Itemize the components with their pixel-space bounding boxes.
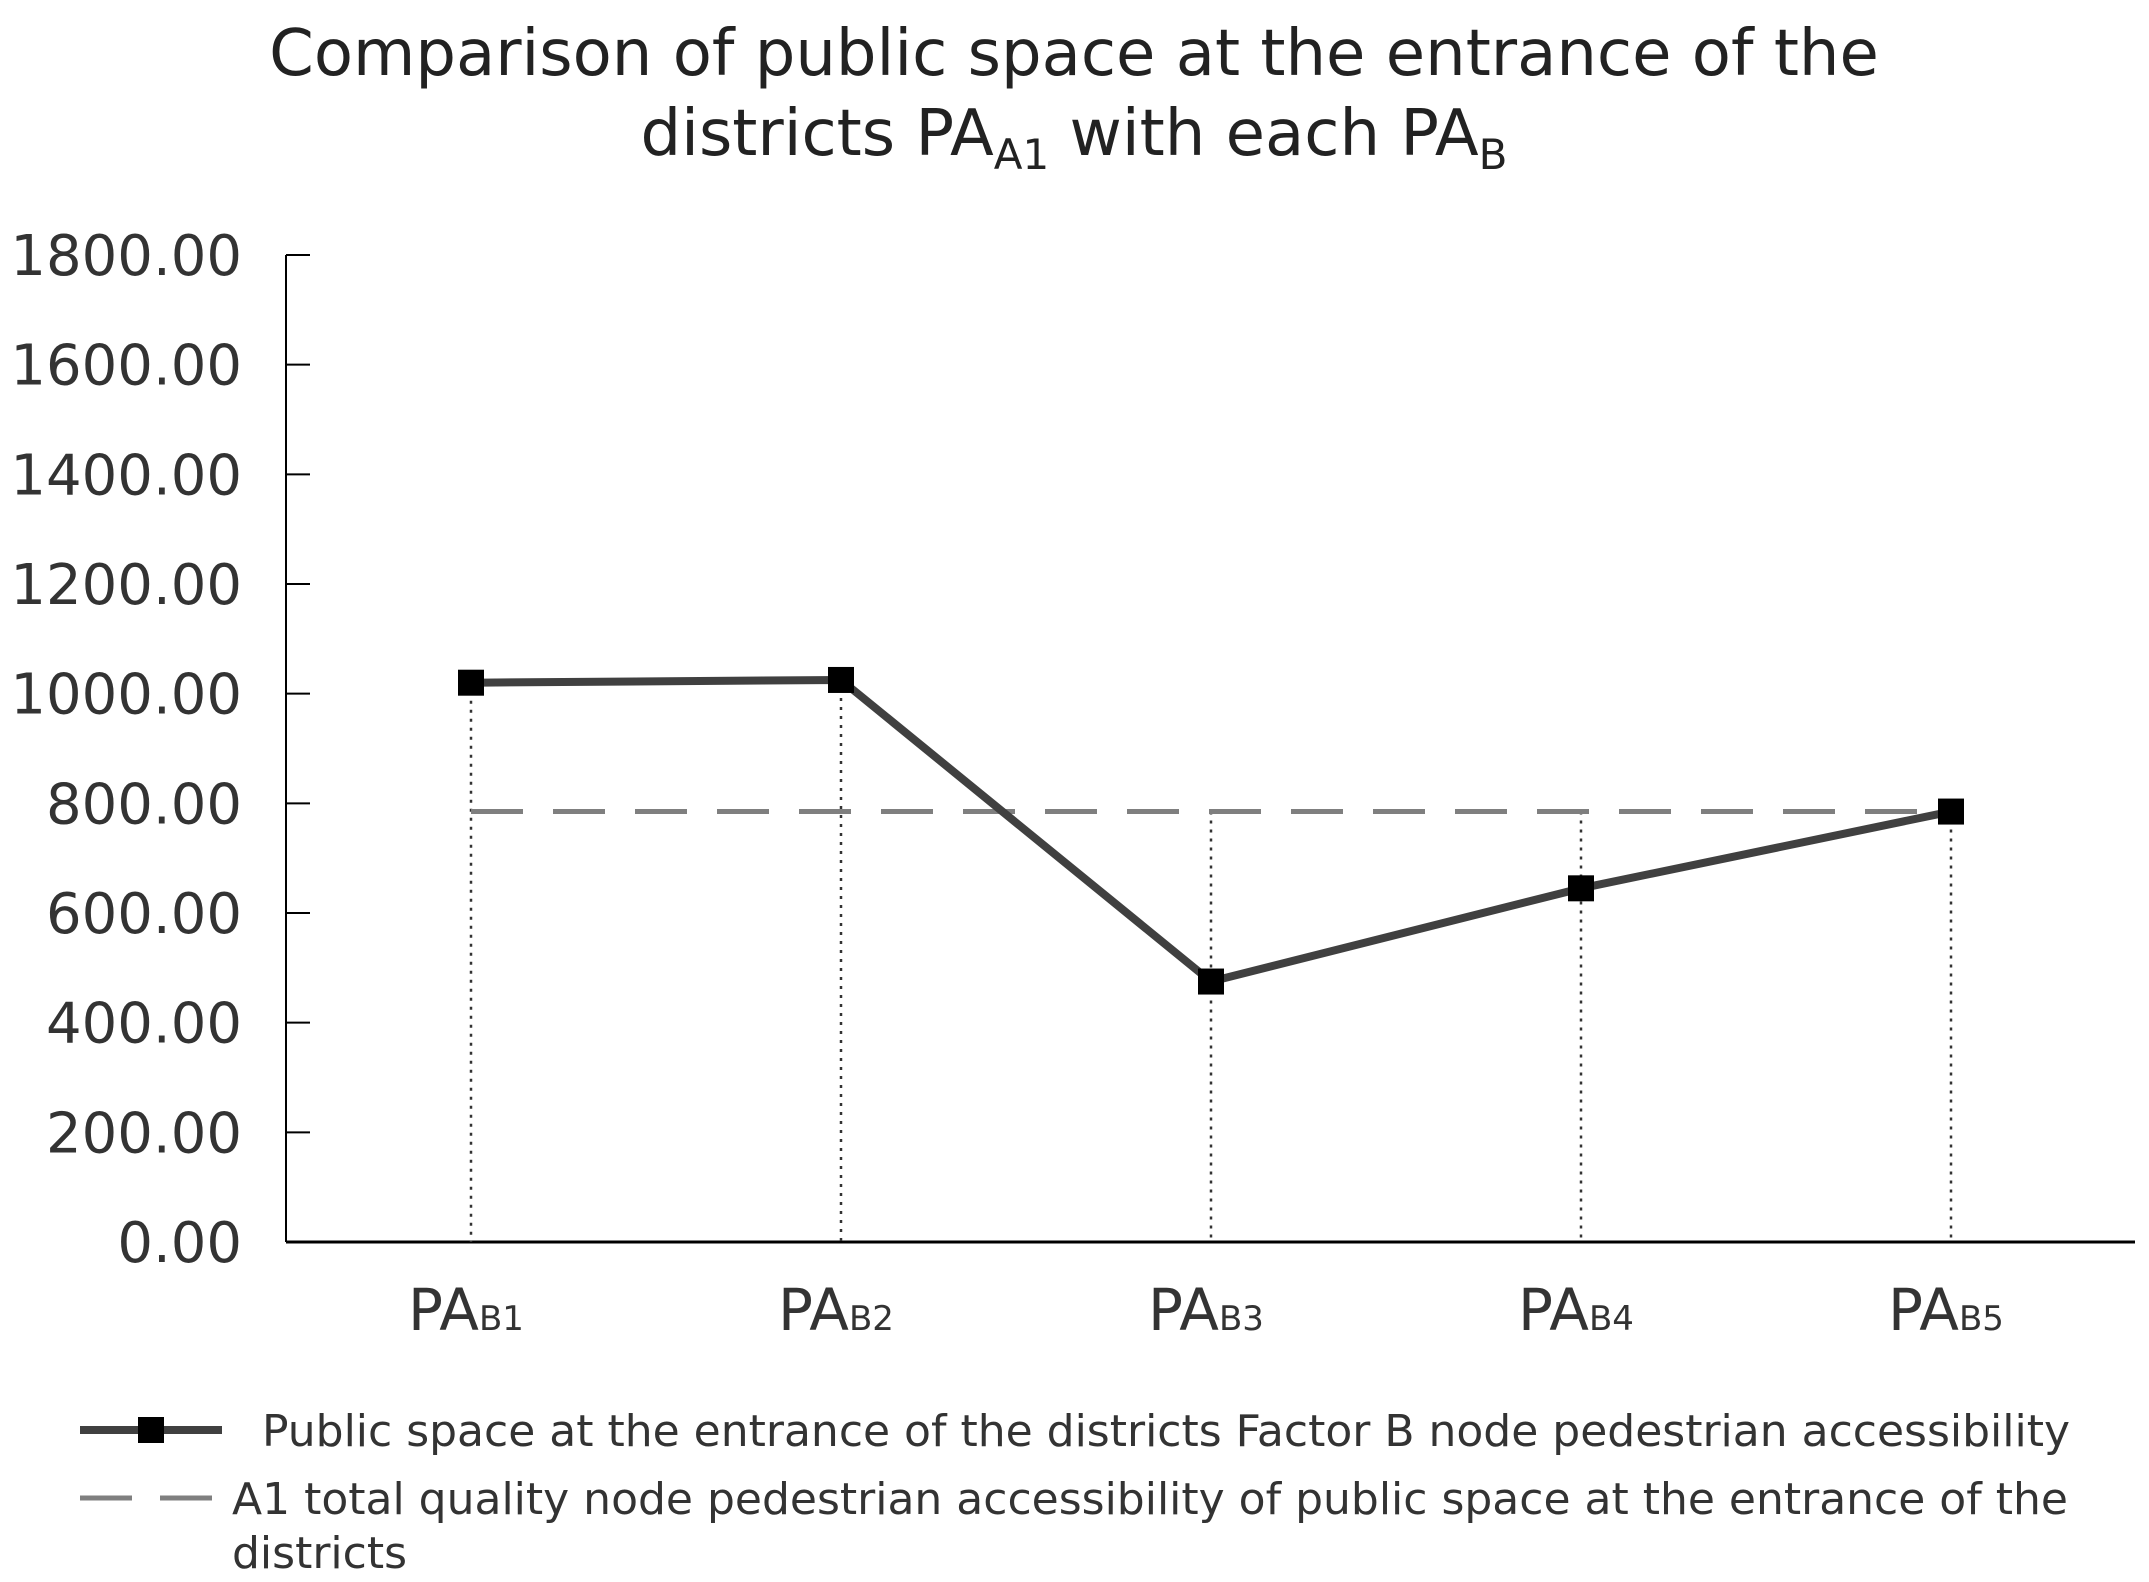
main-series-point [828, 666, 854, 693]
legend-label-reference-line1: A1 total quality node pedestrian accessi… [232, 1474, 2068, 1525]
title-sub-a1: A1 [994, 130, 1049, 179]
y-tick-label: 1000.00 [10, 663, 242, 728]
y-tick-label: 200.00 [46, 1101, 242, 1166]
x-category-label: PAB1 [408, 1276, 524, 1344]
main-series-point [1938, 798, 1964, 825]
legend: Public space at the entrance of the dist… [80, 1406, 2070, 1579]
category-labels: PAB1 PAB2 PAB3 PAB4 PAB5 [408, 1276, 2004, 1344]
y-axis: 0.00 200.00 400.00 600.00 800.00 1000.00 1200.… [10, 224, 310, 1276]
main-series-point [458, 669, 484, 696]
main-series-point [1568, 875, 1594, 902]
x-category-label-main: PA [1888, 1276, 1959, 1344]
y-tick-label: 1800.00 [10, 224, 242, 289]
x-category-label: PAB5 [1888, 1276, 2004, 1344]
y-tick-label: 0.00 [117, 1211, 242, 1276]
title-line2-mid: with each PA [1049, 97, 1479, 171]
chart-title-line1: Comparison of public space at the entran… [269, 17, 1879, 91]
legend-label-main: Public space at the entrance of the dist… [262, 1406, 2070, 1457]
y-tick-label: 600.00 [46, 882, 242, 947]
title-line2-prefix: districts PA [641, 97, 994, 171]
main-series [458, 666, 1964, 995]
x-category-label-main: PA [1148, 1276, 1219, 1344]
x-category-label-main: PA [408, 1276, 479, 1344]
title-sub-b: B [1479, 130, 1508, 179]
y-tick-label: 1600.00 [10, 334, 242, 399]
y-tick-label: 800.00 [46, 772, 242, 837]
main-series-point [1198, 968, 1224, 995]
x-category-label-sub: B2 [849, 1299, 894, 1339]
x-category-label: PAB2 [778, 1276, 894, 1344]
x-category-label: PAB4 [1518, 1276, 1634, 1344]
x-category-label-sub: B3 [1219, 1299, 1264, 1339]
legend-label-reference-line2: districts [232, 1528, 407, 1579]
x-category-label-main: PA [1518, 1276, 1589, 1344]
x-category-label-sub: B5 [1959, 1299, 2004, 1339]
drop-lines [469, 679, 1953, 1242]
x-category-label-sub: B4 [1589, 1299, 1634, 1339]
y-tick-label: 1400.00 [10, 443, 242, 508]
y-tick-label: 400.00 [46, 992, 242, 1057]
y-tick-label: 1200.00 [10, 553, 242, 618]
x-category-label: PAB3 [1148, 1276, 1264, 1344]
x-category-label-main: PA [778, 1276, 849, 1344]
chart-title-line2: districts PAA1 with each PAB [641, 97, 1508, 179]
x-category-label-sub: B1 [479, 1299, 524, 1339]
legend-swatch-main-marker [138, 1417, 164, 1443]
